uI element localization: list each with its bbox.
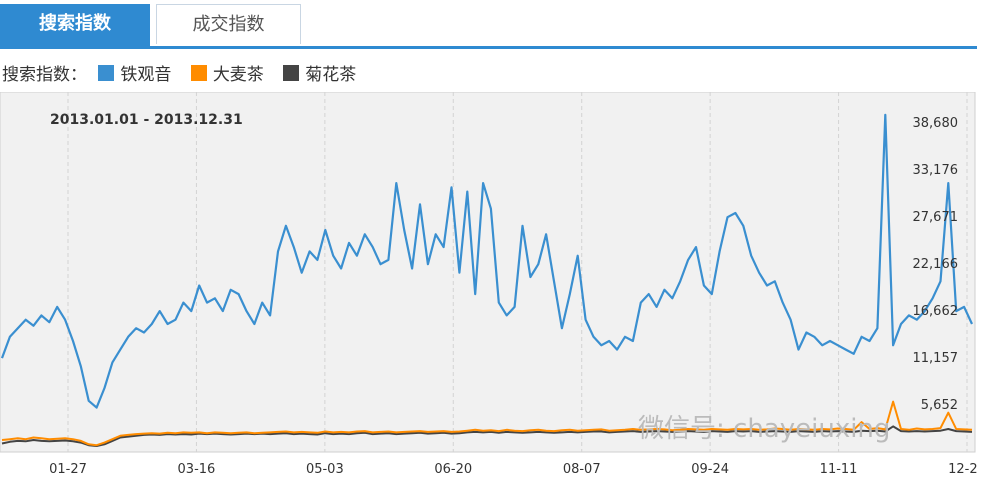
y-tick-label-11,157: 11,157 <box>913 351 959 366</box>
x-tick-label-05-03: 05-03 <box>306 462 344 477</box>
x-tick-label-06-20: 06-20 <box>434 462 472 477</box>
y-tick-label-16,662: 16,662 <box>913 304 959 319</box>
x-tick-label-12-29: 12-29 <box>948 462 977 477</box>
legend-item-damaicha[interactable]: 大麦茶 <box>190 60 264 85</box>
legend-swatch-damaicha <box>190 64 207 81</box>
y-tick-label-33,176: 33,176 <box>913 163 959 178</box>
legend-item-juhuacha[interactable]: 菊花茶 <box>283 60 356 85</box>
tab-transaction-index[interactable]: 成交指数 <box>156 4 301 44</box>
x-tick-label-09-24: 09-24 <box>691 462 729 477</box>
line-chart: 5,652 11,157 16,662 22,166 27,671 33,176 38,68… <box>0 92 977 477</box>
legend-swatch-tieguanyin <box>98 64 115 81</box>
tab-bar: 搜索指数 成交指数 <box>0 0 977 49</box>
y-tick-labels: 5,652 11,157 16,662 22,166 27,671 33,176 38,68… <box>913 116 959 413</box>
x-tick-label-03-16: 03-16 <box>178 462 216 477</box>
y-tick-label-38,680: 38,680 <box>913 116 959 131</box>
series-line-damaicha <box>1 400 973 447</box>
legend-item-tieguanyin[interactable]: 铁观音 <box>98 60 171 85</box>
x-tick-label-11-11: 11-11 <box>820 462 858 477</box>
y-tick-label-22,166: 22,166 <box>913 257 959 272</box>
grid-vertical <box>67 92 968 452</box>
x-tick-label-08-07: 08-07 <box>563 462 601 477</box>
series-line-juhuacha <box>1 425 973 447</box>
legend-name-tieguanyin: 铁观音 <box>120 65 172 85</box>
y-tick-label-27,671: 27,671 <box>913 210 959 225</box>
legend-label: 搜索指数： <box>2 65 87 85</box>
series-layer <box>0 113 973 447</box>
series-line-tieguanyin <box>0 113 973 409</box>
plot-area <box>0 92 976 453</box>
legend: 搜索指数： 铁观音 大麦茶 菊花茶 <box>2 60 370 85</box>
legend-name-damaicha: 大麦茶 <box>212 65 264 85</box>
y-tick-label-5,652: 5,652 <box>921 398 958 413</box>
chart-title: 2013.01.01 - 2013.12.31 <box>50 112 243 128</box>
x-tick-labels: 01-27 03-16 05-03 06-20 08-07 09-24 11-11 12-29 <box>49 462 977 477</box>
legend-swatch-juhuacha <box>283 64 300 81</box>
legend-name-juhuacha: 菊花茶 <box>305 65 357 85</box>
tab-search-index[interactable]: 搜索指数 <box>0 4 150 46</box>
x-tick-label-01-27: 01-27 <box>49 462 87 477</box>
watermark-text: 微信号: chayeiuxing <box>638 414 890 444</box>
